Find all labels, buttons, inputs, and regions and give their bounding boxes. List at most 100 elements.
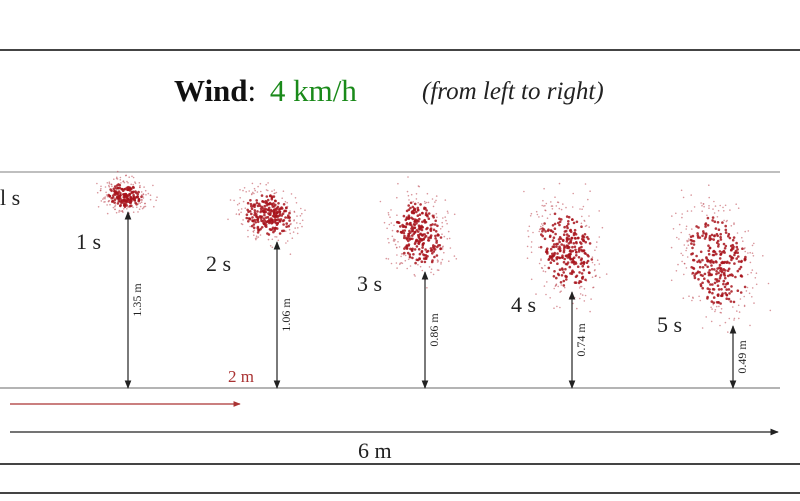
droplet [301, 225, 303, 228]
droplet [727, 288, 731, 291]
droplet [405, 222, 409, 225]
droplet [722, 282, 725, 286]
droplet [431, 214, 435, 218]
droplet [685, 225, 688, 228]
droplet [572, 221, 576, 225]
droplet [730, 258, 733, 262]
droplet [683, 244, 686, 246]
droplet [703, 237, 707, 240]
droplet [712, 208, 714, 210]
droplet [743, 258, 747, 262]
droplet [593, 269, 596, 272]
droplet [275, 236, 278, 238]
droplet [570, 272, 574, 276]
droplet [439, 247, 442, 251]
droplet [247, 217, 251, 220]
droplet [419, 265, 422, 268]
droplet [129, 195, 132, 199]
droplet [567, 246, 570, 250]
droplet [546, 281, 548, 283]
droplet [116, 186, 120, 190]
droplet [407, 208, 411, 212]
droplet [449, 247, 452, 249]
droplet [736, 289, 740, 293]
droplet [579, 297, 581, 300]
droplet [719, 324, 721, 327]
droplet [143, 205, 145, 208]
droplet [400, 253, 403, 255]
droplet [714, 227, 718, 230]
droplet [141, 199, 143, 201]
droplet [252, 230, 254, 233]
droplet [706, 224, 710, 227]
droplet [421, 238, 425, 241]
droplet [718, 250, 722, 253]
droplet [441, 246, 444, 248]
droplet [389, 216, 391, 218]
droplet [751, 287, 754, 289]
droplet [265, 195, 269, 198]
droplet [691, 252, 694, 255]
droplet [429, 228, 432, 231]
droplet [126, 188, 129, 191]
droplet [711, 283, 714, 286]
droplet [402, 224, 406, 228]
droplet [714, 278, 717, 281]
droplet [284, 200, 287, 203]
droplet [137, 190, 140, 194]
droplet [561, 256, 564, 259]
droplet [586, 265, 590, 269]
droplet [719, 235, 722, 239]
droplet [271, 190, 273, 192]
droplet [256, 231, 260, 234]
droplet [696, 234, 700, 237]
droplet [719, 273, 723, 277]
droplet [711, 216, 715, 219]
droplet [587, 198, 589, 201]
droplet [142, 197, 145, 199]
droplet [447, 212, 449, 214]
droplet [528, 225, 531, 228]
droplet [147, 192, 150, 195]
droplet [769, 309, 772, 312]
droplet [255, 237, 258, 239]
droplet [739, 298, 742, 300]
droplet [575, 254, 578, 257]
droplet [736, 248, 739, 251]
droplet [242, 200, 245, 203]
droplet [121, 210, 124, 212]
droplet [584, 294, 587, 297]
droplet [439, 236, 443, 239]
droplet [718, 257, 722, 260]
droplet [249, 199, 252, 202]
droplet [586, 235, 589, 239]
droplet [104, 197, 106, 200]
droplet [678, 223, 681, 226]
droplet [586, 259, 590, 263]
droplet [581, 249, 584, 253]
droplet [280, 214, 284, 217]
droplet [265, 216, 268, 219]
droplet [409, 247, 412, 251]
droplet [404, 259, 407, 262]
droplet [436, 234, 440, 237]
droplet [590, 298, 592, 300]
droplet [680, 252, 682, 255]
droplet [132, 211, 135, 213]
droplet [552, 275, 556, 278]
droplet [724, 204, 727, 207]
droplet [426, 287, 428, 289]
droplet [116, 170, 119, 173]
droplet [540, 259, 542, 262]
droplet [287, 214, 290, 217]
droplet [582, 205, 585, 208]
droplet [558, 236, 562, 239]
droplet [413, 202, 417, 206]
droplet [683, 262, 686, 265]
droplet [411, 256, 414, 260]
droplet [555, 245, 558, 248]
droplet [254, 189, 256, 192]
droplet [567, 234, 571, 238]
droplet [736, 232, 739, 234]
droplet [582, 268, 586, 272]
